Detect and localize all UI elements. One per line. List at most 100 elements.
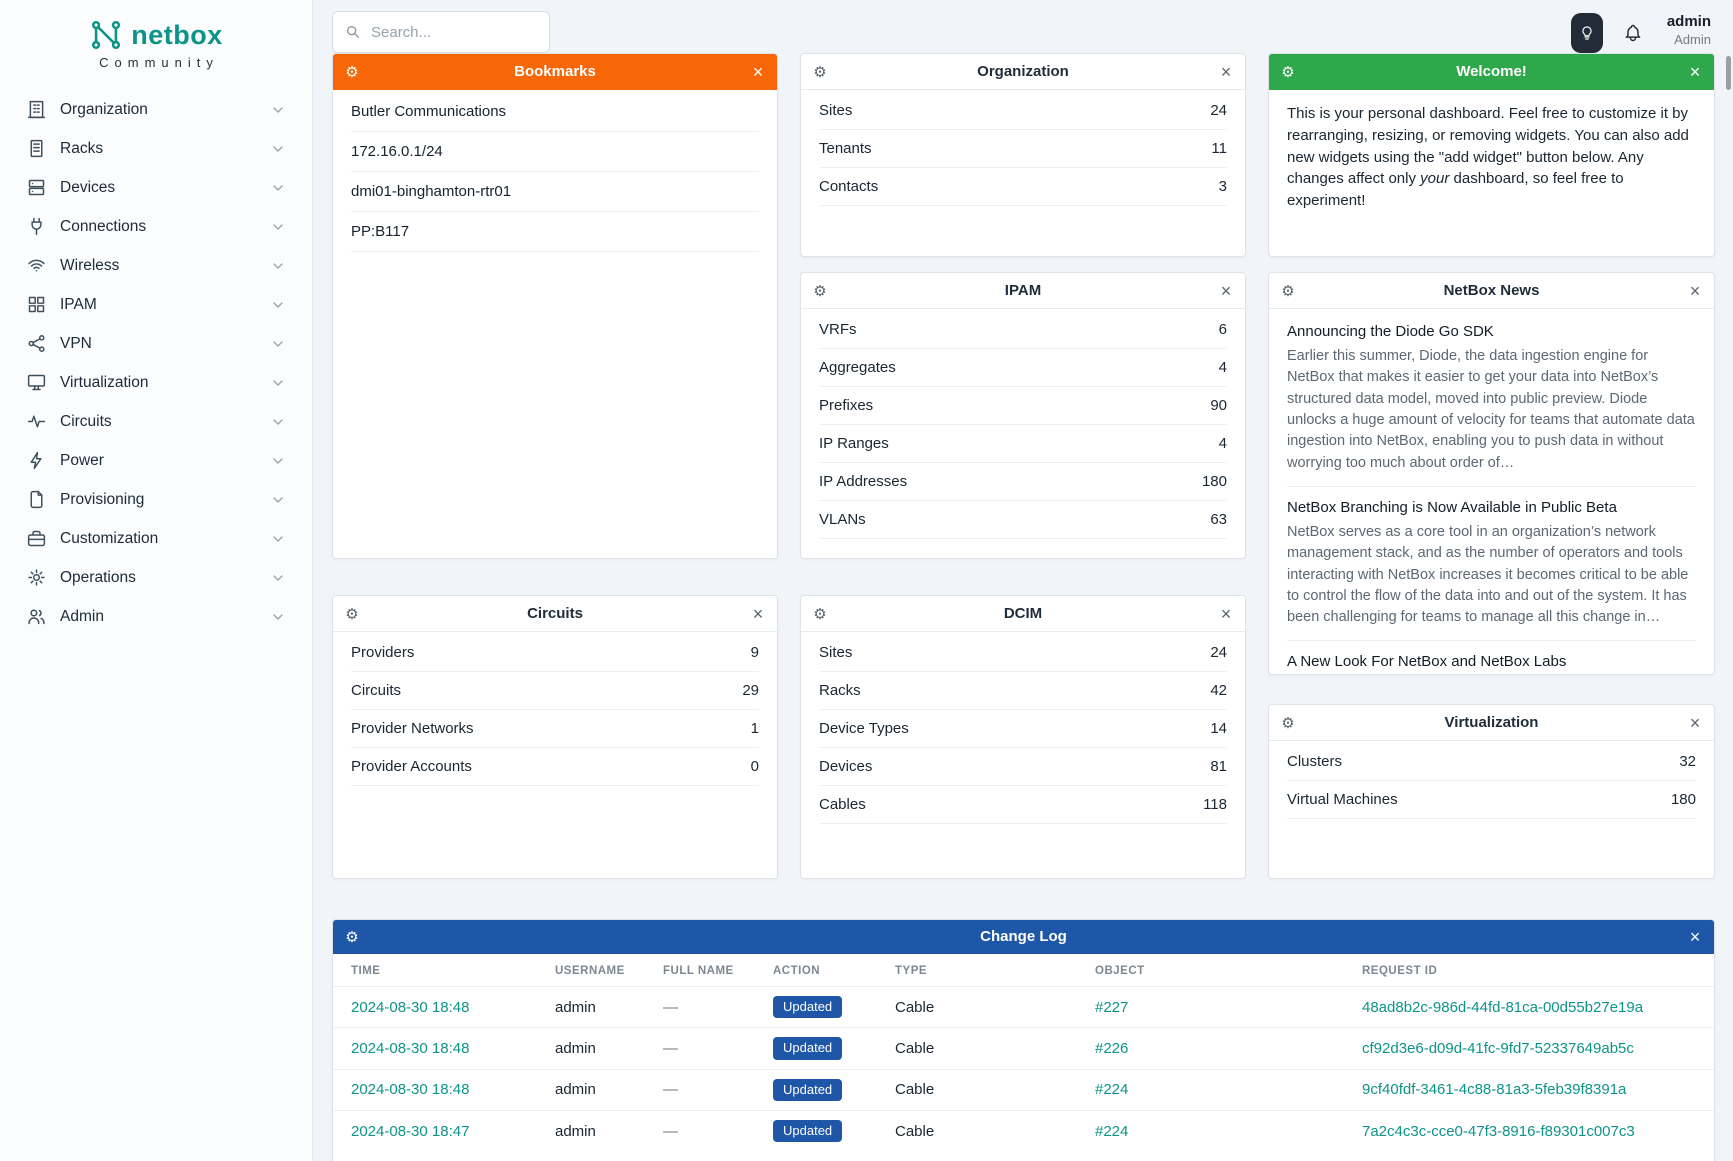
sidebar-item-provisioning[interactable]: Provisioning [16,480,296,519]
stat-row[interactable]: Virtual Machines 180 [1287,781,1696,819]
main-area: admin Admin ⚙ Bookmarks × Butler Communi… [313,0,1733,1161]
stat-row[interactable]: VRFs 6 [819,311,1227,349]
widget-change-log: ⚙ Change Log × TIME USERNAME FULL NAME A… [332,919,1715,1161]
bookmark-item[interactable]: PP:B117 [351,212,759,252]
sidebar-item-vpn[interactable]: VPN [16,324,296,363]
brand-subtitle: Community [99,55,219,70]
stat-row[interactable]: Circuits 29 [351,672,759,710]
column-header-request-id[interactable]: REQUEST ID [1362,965,1438,977]
stat-row[interactable]: Aggregates 4 [819,349,1227,387]
stat-label: VLANs [819,511,866,528]
chevron-down-icon [270,531,286,547]
news-article-title[interactable]: Announcing the Diode Go SDK [1287,323,1494,340]
column-header-time[interactable]: TIME [351,965,381,977]
sidebar-item-admin[interactable]: Admin [16,597,296,636]
request-id-link[interactable]: 48ad8b2c-986d-44fd-81ca-00d55b27e19a [1362,998,1644,1016]
stat-row[interactable]: Provider Accounts 0 [351,748,759,786]
stat-row[interactable]: Clusters 32 [1287,743,1696,781]
gear-icon[interactable]: ⚙ [1281,715,1295,732]
stat-row[interactable]: Sites 24 [819,634,1227,672]
widget-title: Virtualization [1444,714,1539,731]
close-icon[interactable]: × [1689,926,1701,947]
bookmark-item[interactable]: 172.16.0.1/24 [351,132,759,172]
bookmark-item[interactable]: dmi01-binghamton-rtr01 [351,172,759,212]
stat-row[interactable]: Provider Networks 1 [351,710,759,748]
request-id-link[interactable]: cf92d3e6-d09d-41fc-9fd7-52337649ab5c [1362,1039,1634,1057]
bell-icon [1623,23,1643,43]
news-article-title[interactable]: NetBox Branching is Now Available in Pub… [1287,498,1617,516]
gear-icon[interactable]: ⚙ [813,64,827,81]
close-icon[interactable]: × [752,61,764,82]
widget-title: Organization [977,63,1069,80]
sidebar-item-power[interactable]: Power [16,441,296,480]
stat-row[interactable]: IP Addresses 180 [819,463,1227,501]
news-article: NetBox Branching is Now Available in Pub… [1287,487,1696,642]
close-icon[interactable]: × [1220,603,1232,624]
time-link[interactable]: 2024-08-30 18:48 [351,1081,470,1099]
stat-row[interactable]: Providers 9 [351,634,759,672]
search-box[interactable] [332,11,550,53]
close-icon[interactable]: × [1220,61,1232,82]
stat-row[interactable]: Racks 42 [819,672,1227,710]
close-icon[interactable]: × [1689,280,1701,301]
brand[interactable]: netbox Community [0,12,312,90]
user-menu[interactable]: admin Admin [1663,13,1711,47]
sidebar-item-racks[interactable]: Racks [16,129,296,168]
news-article-title[interactable]: A New Look For NetBox and NetBox Labs [1287,653,1567,671]
column-header-object[interactable]: OBJECT [1095,965,1145,977]
sidebar-item-ipam[interactable]: IPAM [16,285,296,324]
theme-toggle-button[interactable] [1570,13,1603,53]
object-link[interactable]: #224 [1095,1081,1129,1099]
stat-row[interactable]: Tenants 11 [819,130,1227,168]
user-name: admin [1666,13,1711,30]
stat-row[interactable]: Prefixes 90 [819,387,1227,425]
close-icon[interactable]: × [752,603,764,624]
notifications-button[interactable] [1617,13,1649,53]
close-icon[interactable]: × [1689,61,1701,82]
object-link[interactable]: #227 [1095,998,1129,1016]
stat-label: Racks [819,682,861,699]
request-id-link[interactable]: 7a2c4c3c-cce0-47f3-8916-f89301c007c3 [1362,1122,1635,1140]
sidebar-item-wireless[interactable]: Wireless [16,246,296,285]
search-input[interactable] [371,23,537,41]
wave-icon [26,411,47,432]
gear-icon[interactable]: ⚙ [813,283,827,300]
object-link[interactable]: #226 [1095,1039,1129,1057]
stat-label: Provider Networks [351,720,474,737]
sidebar-item-connections[interactable]: Connections [16,207,296,246]
time-link[interactable]: 2024-08-30 18:48 [351,1039,470,1057]
stat-row[interactable]: Device Types 14 [819,710,1227,748]
stat-value: 1 [750,720,759,737]
stat-label: IP Addresses [819,473,908,490]
sidebar-item-virtualization[interactable]: Virtualization [16,363,296,402]
column-header-full-name[interactable]: FULL NAME [663,965,734,977]
gear-icon[interactable]: ⚙ [813,606,827,623]
time-link[interactable]: 2024-08-30 18:48 [351,998,470,1016]
scrollbar-thumb[interactable] [1726,56,1731,90]
object-link[interactable]: #224 [1095,1122,1129,1140]
stat-row[interactable]: Sites 24 [819,92,1227,130]
sidebar-item-customization[interactable]: Customization [16,519,296,558]
stat-row[interactable]: VLANs 63 [819,501,1227,539]
gear-icon[interactable]: ⚙ [345,929,359,946]
column-header-action[interactable]: ACTION [773,965,821,977]
stat-row[interactable]: Cables 118 [819,786,1227,824]
sidebar-item-circuits[interactable]: Circuits [16,402,296,441]
sidebar-item-devices[interactable]: Devices [16,168,296,207]
stat-row[interactable]: Devices 81 [819,748,1227,786]
column-header-username[interactable]: USERNAME [555,965,625,977]
time-link[interactable]: 2024-08-30 18:47 [351,1122,470,1140]
sidebar-item-operations[interactable]: Operations [16,558,296,597]
gear-icon[interactable]: ⚙ [345,606,359,623]
gear-icon[interactable]: ⚙ [345,64,359,81]
stat-row[interactable]: IP Ranges 4 [819,425,1227,463]
close-icon[interactable]: × [1220,280,1232,301]
gear-icon[interactable]: ⚙ [1281,64,1295,81]
gear-icon[interactable]: ⚙ [1281,283,1295,300]
sidebar-item-organization[interactable]: Organization [16,90,296,129]
request-id-link[interactable]: 9cf40fdf-3461-4c88-81a3-5feb39f8391a [1362,1081,1627,1099]
stat-row[interactable]: Contacts 3 [819,168,1227,206]
column-header-type[interactable]: TYPE [895,965,928,977]
close-icon[interactable]: × [1689,712,1701,733]
bookmark-item[interactable]: Butler Communications [351,92,759,132]
